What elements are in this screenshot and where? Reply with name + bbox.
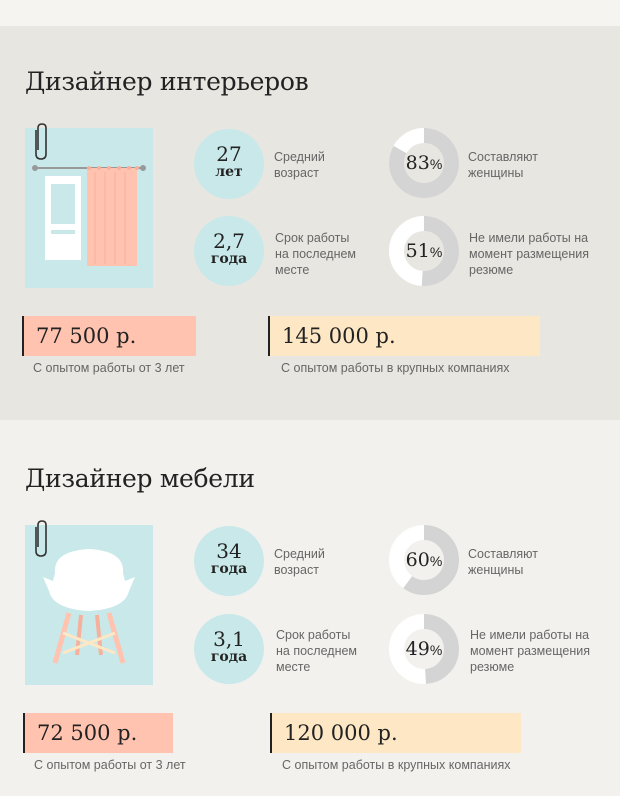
top-bar <box>0 0 620 26</box>
age-circle: 34 года <box>194 526 264 596</box>
donut-fill <box>389 525 459 595</box>
chair-icon <box>25 525 153 685</box>
unemployed-donut: 51% <box>389 216 459 286</box>
tenure-label: Срок работы на последнем месте <box>276 628 358 674</box>
percent-value: 49 <box>405 638 430 660</box>
percent-sign: % <box>429 244 443 260</box>
tenure-label: Срок работы на последнем месте <box>275 231 357 277</box>
tenure-unit: года <box>210 649 248 665</box>
donut-value: 51% <box>389 216 459 286</box>
unemployed-donut: 49% <box>389 614 459 684</box>
window-with-curtain-icon <box>25 128 153 288</box>
section-furniture-designer: Дизайнер мебели 34 года Средний возраст 6… <box>0 420 620 796</box>
section-interior-designer: Дизайнер интерьеров 27 лет Средний возрас… <box>0 26 620 420</box>
tenure-value: 3,1 <box>213 627 245 651</box>
age-circle: 27 лет <box>194 129 264 199</box>
age-value: 34 <box>216 539 242 563</box>
women-donut: 60% <box>389 525 459 595</box>
salary-high-caption: С опытом работы в крупных компаниях <box>281 361 510 375</box>
donut-value: 83% <box>389 128 459 198</box>
salary-high-caption: С опытом работы в крупных компаниях <box>282 758 511 772</box>
percent-sign: % <box>429 553 443 569</box>
age-label: Средний возраст <box>274 547 325 577</box>
section-title: Дизайнер интерьеров <box>25 67 309 96</box>
paperclip-icon <box>35 123 47 160</box>
salary-low: 77 500 р. <box>22 316 196 356</box>
salary-high: 145 000 р. <box>268 316 540 356</box>
donut-fill <box>389 614 459 684</box>
percent-sign: % <box>429 156 443 172</box>
salary-low: 72 500 р. <box>23 713 173 753</box>
women-label: Составляют женщины <box>468 547 539 577</box>
age-unit: года <box>210 561 248 577</box>
donut-fill <box>389 216 459 286</box>
percent-sign: % <box>429 642 443 658</box>
donut-value: 49% <box>389 614 459 684</box>
donut-fill <box>389 128 459 198</box>
age-label: Средний возраст <box>274 150 325 180</box>
salary-low-caption: С опытом работы от 3 лет <box>33 361 185 375</box>
percent-value: 51 <box>405 240 430 262</box>
tenure-circle: 3,1 года <box>194 614 264 684</box>
salary-low-caption: С опытом работы от 3 лет <box>34 758 186 772</box>
salary-high: 120 000 р. <box>270 713 521 753</box>
age-value: 27 <box>216 142 242 166</box>
tenure-circle: 2,7 года <box>194 216 264 286</box>
tenure-unit: года <box>210 251 248 267</box>
unemployed-label: Не имели работы на момент размещения резюм… <box>469 231 589 277</box>
women-donut: 83% <box>389 128 459 198</box>
percent-value: 60 <box>405 549 430 571</box>
donut-value: 60% <box>389 525 459 595</box>
age-unit: лет <box>215 164 243 180</box>
section-title: Дизайнер мебели <box>25 464 255 493</box>
percent-value: 83 <box>405 152 430 174</box>
unemployed-label: Не имели работы на момент размещения резюм… <box>470 628 590 674</box>
women-label: Составляют женщины <box>468 150 539 180</box>
paperclip-icon <box>35 520 47 557</box>
tenure-value: 2,7 <box>213 229 245 253</box>
